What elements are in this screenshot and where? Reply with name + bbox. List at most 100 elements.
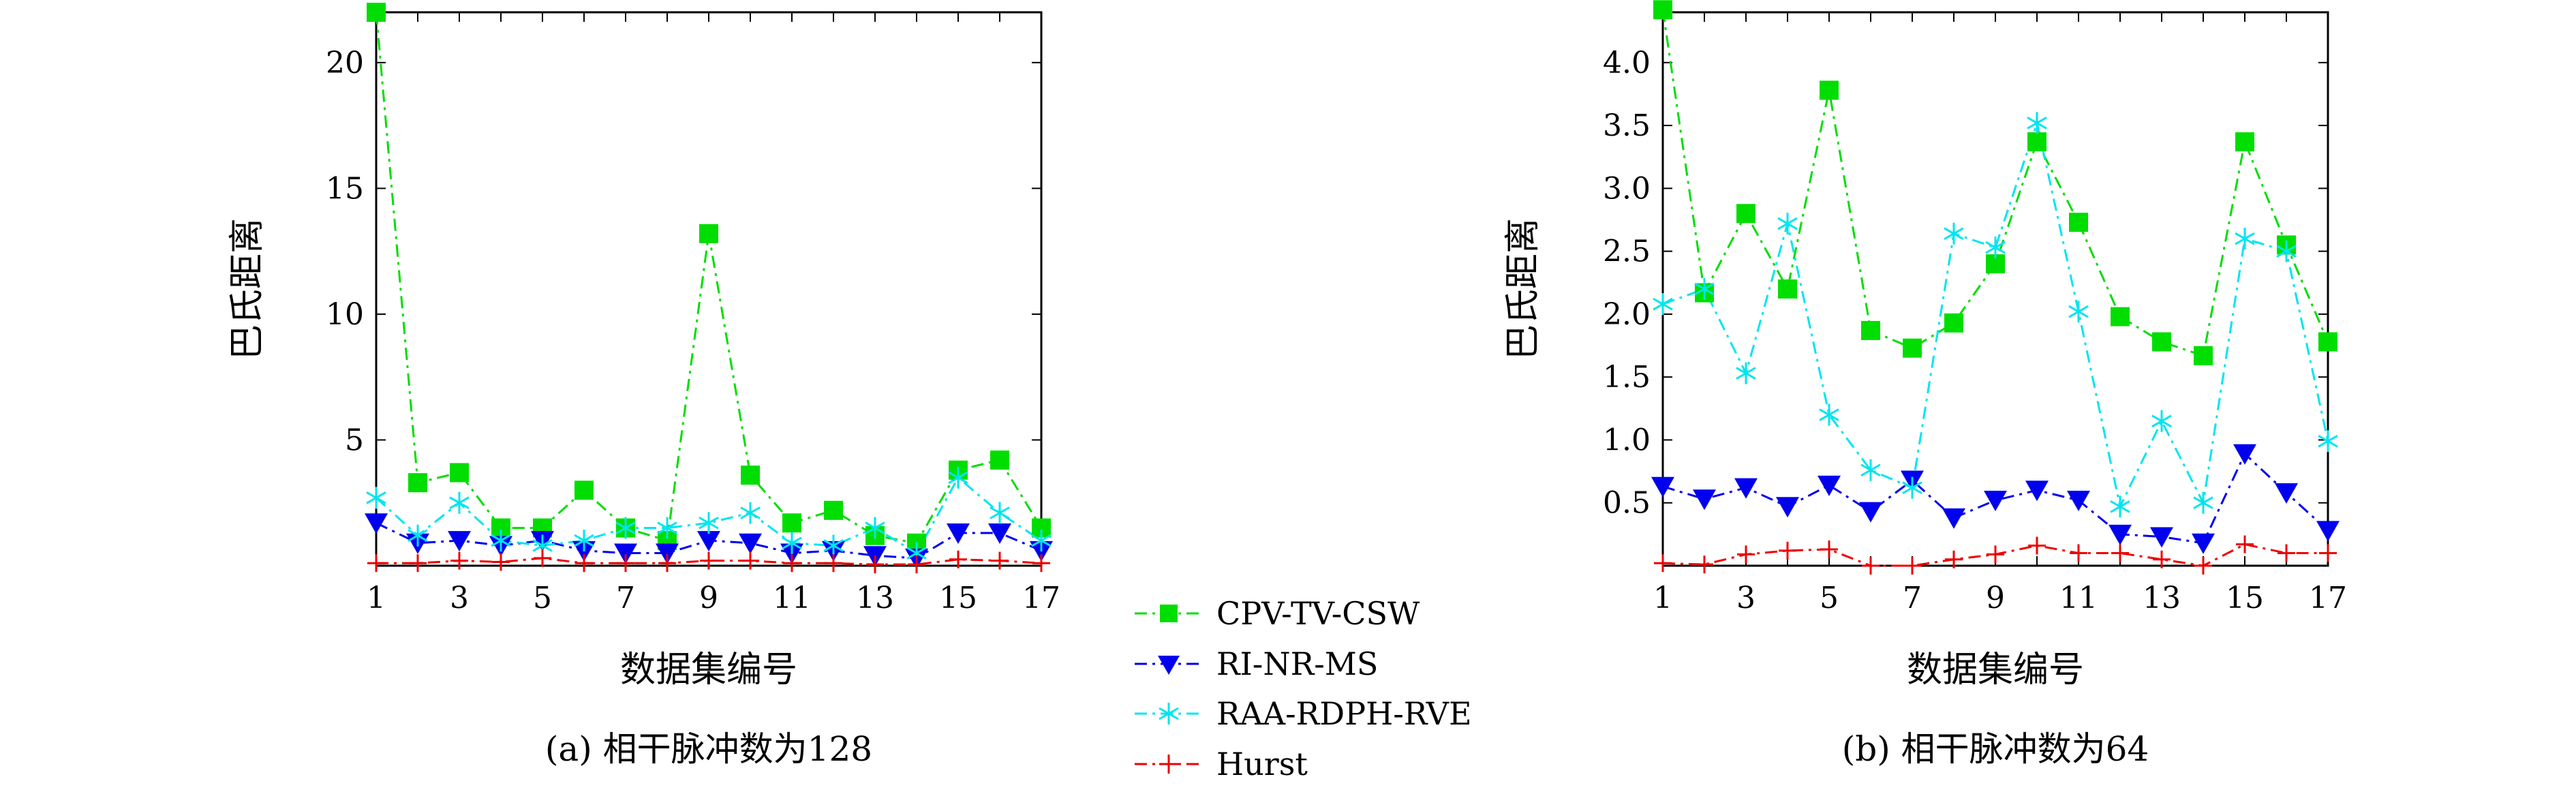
point-cpv-tv-csw: [699, 224, 718, 243]
chart-b-caption: (b) 相干脉冲数为64: [1842, 729, 2149, 769]
x-tick-label: 5: [1820, 581, 1839, 615]
chart-a-series-markers: [365, 3, 1053, 574]
point-cpv-tv-csw: [2194, 346, 2213, 365]
point-raa-rdph-rve: [823, 534, 844, 557]
chart-b-axes: 1 3 5 7 9 11 13 15 170.51.01.52.02.53.03.54.0: [1603, 12, 2347, 615]
series-line-cpv-tv-csw: [375, 12, 1043, 545]
y-tick-label: 1.5: [1603, 360, 1651, 395]
point-hurst: [783, 554, 801, 573]
chart-a-caption: (a) 相干脉冲数为128: [545, 729, 872, 769]
point-ri-nr-ms: [2150, 527, 2173, 548]
point-raa-rdph-rve: [990, 502, 1010, 524]
point-raa-rdph-rve: [699, 512, 719, 534]
point-hurst: [1862, 557, 1880, 575]
point-raa-rdph-rve: [2151, 410, 2172, 432]
point-raa-rdph-rve: [1860, 459, 1881, 481]
y-tick-label: 5: [345, 423, 364, 457]
y-tick-label: 2.0: [1603, 297, 1651, 332]
point-hurst: [534, 549, 551, 567]
point-raa-rdph-rve: [1777, 213, 1798, 235]
point-cpv-tv-csw: [2152, 332, 2171, 352]
chart-b-plot-frame: [1661, 11, 2329, 567]
x-tick-label: 7: [616, 581, 635, 615]
y-tick-label: 10: [326, 297, 364, 332]
point-hurst: [1737, 545, 1755, 564]
point-hurst: [1987, 545, 2004, 564]
y-tick-label: 4.0: [1603, 46, 1651, 80]
point-hurst: [2319, 544, 2337, 562]
legend-item-ri-nr-ms: RI-NR-MS: [1135, 645, 1378, 682]
point-raa-rdph-rve: [1944, 222, 1964, 245]
legend-label: RAA-RDPH-RVE: [1216, 695, 1472, 732]
point-ri-nr-ms: [614, 543, 637, 564]
point-ri-nr-ms: [2316, 521, 2340, 542]
point-hurst: [1032, 554, 1050, 573]
point-ri-nr-ms: [1734, 478, 1758, 499]
point-hurst: [825, 554, 842, 573]
point-raa-rdph-rve: [1694, 278, 1715, 300]
x-tick-label: 15: [939, 581, 977, 615]
point-raa-rdph-rve: [2193, 491, 2213, 514]
point-raa-rdph-rve: [865, 517, 885, 539]
point-hurst: [492, 553, 510, 571]
point-raa-rdph-rve: [2276, 240, 2297, 262]
point-cpv-tv-csw: [1903, 338, 1922, 358]
legend-item-hurst: Hurst: [1135, 746, 1308, 782]
legend-marker-square: [1160, 605, 1178, 622]
point-raa-rdph-rve: [1902, 476, 1922, 499]
point-raa-rdph-rve: [2318, 430, 2338, 453]
point-hurst: [617, 554, 634, 573]
chart-a-x-axis-title: 数据集编号: [620, 650, 797, 690]
point-ri-nr-ms: [988, 523, 1011, 545]
point-raa-rdph-rve: [1819, 403, 1839, 426]
legend: CPV-TV-CSW RI-NR-MS RAA-RDPH-RVE Hurst: [1135, 595, 1472, 782]
chart-b-x-axis-title: 数据集编号: [1907, 650, 2084, 690]
point-hurst: [741, 551, 759, 570]
point-ri-nr-ms: [1693, 489, 1716, 511]
point-ri-nr-ms: [1651, 476, 1674, 498]
point-cpv-tv-csw: [1820, 80, 1839, 100]
x-tick-label: 3: [1736, 581, 1755, 615]
point-hurst: [2028, 536, 2046, 555]
point-raa-rdph-rve: [1736, 362, 1756, 384]
y-tick-label: 3.5: [1603, 108, 1651, 143]
y-tick-label: 20: [326, 46, 364, 80]
legend-marker-triangle-down: [1158, 656, 1180, 675]
point-hurst: [2236, 535, 2254, 553]
point-ri-nr-ms: [1984, 491, 2007, 512]
legend-label: Hurst: [1216, 746, 1308, 782]
legend-marker-plus: [1159, 755, 1178, 774]
point-raa-rdph-rve: [574, 530, 594, 552]
x-tick-label: 5: [533, 581, 552, 615]
point-ri-nr-ms: [2233, 444, 2256, 465]
point-hurst: [991, 551, 1009, 570]
x-tick-label: 11: [773, 581, 811, 615]
point-hurst: [1696, 555, 1713, 574]
x-tick-label: 13: [2143, 581, 2181, 615]
point-cpv-tv-csw: [408, 473, 427, 493]
point-cpv-tv-csw: [1944, 313, 1963, 333]
chart-a-series-lines: [375, 12, 1043, 566]
point-cpv-tv-csw: [2069, 213, 2088, 232]
point-ri-nr-ms: [739, 533, 762, 554]
point-cpv-tv-csw: [782, 513, 801, 533]
point-hurst: [2070, 544, 2087, 562]
point-ri-nr-ms: [2109, 524, 2132, 545]
point-raa-rdph-rve: [366, 487, 386, 509]
point-hurst: [1779, 541, 1796, 560]
legend-item-raa-rdph-rve: RAA-RDPH-RVE: [1135, 695, 1472, 732]
point-ri-nr-ms: [2025, 481, 2049, 502]
point-hurst: [2111, 544, 2129, 562]
x-tick-label: 9: [1986, 581, 2005, 615]
point-raa-rdph-rve: [740, 502, 761, 524]
point-cpv-tv-csw: [367, 3, 386, 22]
chart-b-series-lines: [1661, 10, 2329, 567]
x-tick-label: 17: [1022, 581, 1060, 615]
series-line-cpv-tv-csw: [1661, 10, 2329, 357]
point-raa-rdph-rve: [1985, 237, 2006, 259]
point-ri-nr-ms: [1859, 502, 1882, 523]
point-ri-nr-ms: [2192, 533, 2215, 554]
chart-b-series-markers: [1651, 0, 2340, 575]
point-raa-rdph-rve: [2110, 496, 2130, 518]
